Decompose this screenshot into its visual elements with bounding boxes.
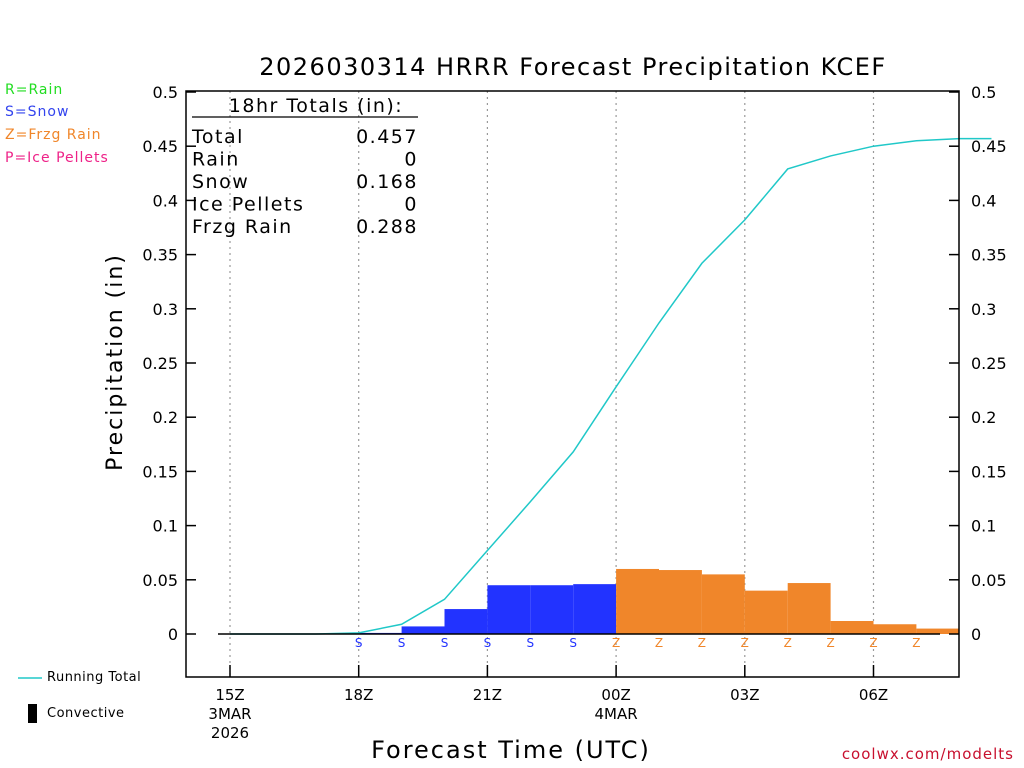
precip-bar (659, 570, 702, 634)
y-tick-label-left: 0.25 (142, 354, 178, 373)
convective-legend-label: Convective (47, 706, 125, 721)
precip-bar (830, 620, 874, 634)
x-tick-label: 18Z (344, 686, 373, 704)
y-tick-label-right: 0.35 (971, 246, 1007, 265)
x-axis-label: Forecast Time (UTC) (371, 736, 651, 764)
y-tick-label-right: 0.3 (971, 300, 996, 319)
precip-type-label: Z (741, 636, 749, 650)
totals-row-label: Ice Pellets (192, 194, 304, 216)
precip-type-label: S (484, 636, 492, 650)
y-tick-label-left: 0.15 (142, 462, 178, 481)
precip-bar (701, 574, 745, 634)
precip-bar (401, 626, 445, 634)
totals-row-value: 0.457 (356, 126, 418, 148)
y-tick-label-left: 0.5 (153, 83, 178, 102)
x-tick-label: 21Z (473, 686, 502, 704)
type-legend-rain: R=Rain (5, 82, 64, 98)
precip-type-label: S (398, 636, 406, 650)
y-tick-label-left: 0.4 (153, 191, 178, 210)
x-tick-year-label: 2026 (211, 724, 249, 742)
y-tick-label-right: 0.05 (971, 571, 1007, 590)
precip-bar (573, 584, 617, 634)
precip-type-label: Z (784, 636, 792, 650)
y-tick-label-left: 0.2 (153, 408, 178, 427)
y-tick-label-right: 0.1 (971, 517, 996, 536)
precip-bar (916, 628, 960, 634)
precip-type-label: S (355, 636, 363, 650)
x-tick-label: 06Z (859, 686, 888, 704)
y-tick-label-left: 0 (168, 625, 178, 644)
x-tick-date-label: 3MAR (208, 705, 251, 723)
plot-frame (185, 90, 960, 678)
y-tick-label-left: 0.3 (153, 300, 178, 319)
x-tick-label: 03Z (730, 686, 759, 704)
y-axis-label: Precipitation (in) (103, 253, 128, 471)
precip-type-label: Z (912, 636, 920, 650)
totals-row-label: Total (191, 126, 244, 148)
precip-bar (787, 583, 831, 634)
totals-row-value: 0.288 (356, 216, 418, 238)
y-tick-label-left: 0.45 (142, 137, 178, 156)
running-total-series (230, 137, 992, 635)
y-tick-label-left: 0.05 (142, 571, 178, 590)
running-total-legend-icon (18, 677, 42, 679)
totals-row-label: Frzg Rain (192, 216, 293, 238)
convective-legend-icon (28, 704, 37, 723)
totals-row-label: Snow (192, 171, 249, 193)
precip-type-label: Z (698, 636, 706, 650)
precip-bar (487, 585, 531, 634)
y-tick-label-right: 0.2 (971, 408, 996, 427)
totals-row-value: 0.168 (356, 171, 418, 193)
axes: 0 0 0.05 0.05 0.1 0.1 0.15 0.15 0.2 0.2 0.25 0.25 0.… (142, 83, 1006, 742)
type-legend-frzg-rain: Z=Frzg Rain (5, 127, 102, 143)
precip-bar (444, 609, 488, 634)
y-tick-label-right: 0.5 (971, 83, 996, 102)
precip-type-label: Z (655, 636, 663, 650)
totals-header: 18hr Totals (in): (229, 95, 403, 117)
x-tick-label: 00Z (601, 686, 630, 704)
totals-row-value: 0 (404, 149, 418, 171)
x-tick-date-label: 4MAR (595, 705, 638, 723)
y-tick-label-right: 0.15 (971, 462, 1007, 481)
precip-bar (530, 585, 574, 634)
y-tick-label-right: 0 (971, 625, 981, 644)
precip-type-label: S (526, 636, 534, 650)
y-tick-label-right: 0.25 (971, 354, 1007, 373)
precip-bar (873, 624, 917, 634)
precip-type-label: Z (869, 636, 877, 650)
precip-type-label: S (569, 636, 577, 650)
running-total-legend-label: Running Total (47, 670, 142, 685)
y-tick-label-left: 0.1 (153, 517, 178, 536)
totals-row-value: 0 (404, 194, 418, 216)
y-tick-label-right: 0.45 (971, 137, 1007, 156)
y-tick-label-left: 0.35 (142, 246, 178, 265)
precip-bar (744, 590, 788, 634)
chart-title: 2026030314 HRRR Forecast Precipitation K… (259, 53, 887, 81)
precip-bar (616, 568, 659, 634)
type-legend-ice-pellets: P=Ice Pellets (5, 150, 109, 166)
precip-type-label: S (441, 636, 449, 650)
precip-type-label: Z (612, 636, 620, 650)
totals-row-label: Rain (192, 149, 240, 171)
running-total-line (230, 137, 992, 635)
x-tick-label: 15Z (215, 686, 244, 704)
watermark: coolwx.com/modelts (841, 745, 1014, 763)
precip-type-label: Z (826, 636, 834, 650)
y-tick-label-right: 0.4 (971, 191, 996, 210)
totals-box: 18hr Totals (in): Total 0.457 Rain 0 Snow 0.16… (191, 95, 418, 238)
grid-lines (229, 91, 875, 677)
type-legend-snow: S=Snow (5, 104, 70, 120)
